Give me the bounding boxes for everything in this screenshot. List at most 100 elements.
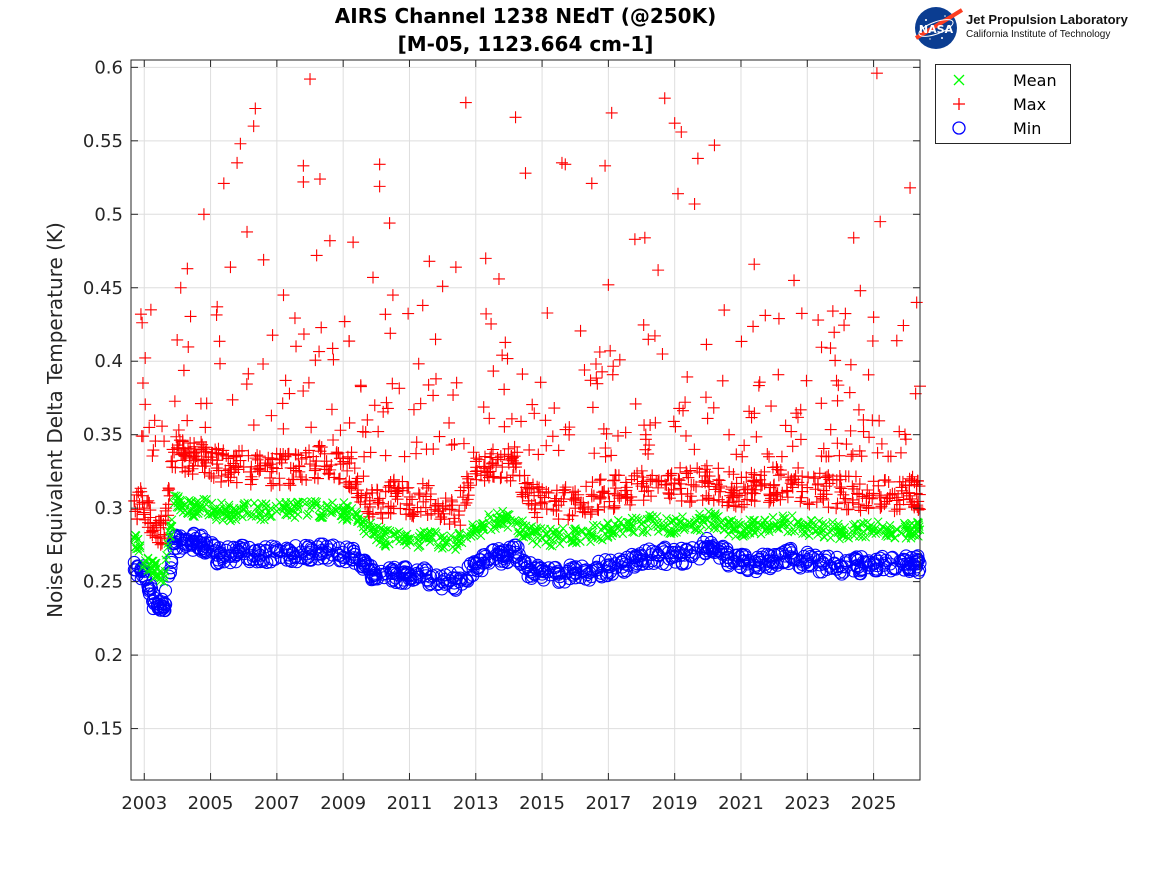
data-point-max bbox=[557, 484, 570, 497]
data-point-max bbox=[159, 514, 172, 527]
outlier-max bbox=[402, 307, 415, 320]
data-point-mean bbox=[165, 532, 175, 542]
outlier-max bbox=[384, 327, 397, 340]
data-point-max bbox=[333, 472, 346, 485]
outlier-max bbox=[414, 397, 427, 410]
outlier-max bbox=[649, 416, 662, 429]
x-tick-label: 2023 bbox=[784, 793, 830, 814]
outlier-max bbox=[137, 430, 150, 443]
data-point-max bbox=[635, 464, 648, 477]
outlier-max bbox=[467, 446, 480, 459]
data-point-max bbox=[228, 466, 241, 479]
data-point-max bbox=[673, 474, 686, 487]
data-point-max bbox=[304, 458, 317, 471]
data-point-max bbox=[619, 476, 632, 489]
data-point-max bbox=[143, 496, 156, 509]
data-point-max bbox=[460, 496, 473, 509]
data-point-min bbox=[706, 539, 720, 553]
data-point-mean bbox=[457, 538, 467, 548]
outlier-max bbox=[485, 317, 498, 330]
data-point-max bbox=[315, 441, 328, 454]
outlier-max bbox=[420, 443, 433, 456]
outlier-max bbox=[181, 414, 194, 427]
outlier-max bbox=[523, 443, 536, 456]
data-point-max bbox=[294, 471, 307, 484]
x-tick-label: 2009 bbox=[320, 793, 366, 814]
outlier-max bbox=[540, 439, 553, 452]
data-point-max bbox=[572, 488, 585, 501]
data-point-max bbox=[300, 451, 313, 464]
outlier-max bbox=[828, 326, 841, 339]
outlier-max bbox=[380, 396, 393, 409]
data-point-min bbox=[808, 548, 822, 562]
data-point-max bbox=[162, 482, 175, 495]
outlier-max bbox=[313, 173, 326, 186]
data-point-min bbox=[685, 550, 699, 564]
data-point-min bbox=[569, 560, 583, 574]
outlier-max bbox=[315, 321, 328, 334]
outlier-max bbox=[528, 407, 541, 420]
outlier-max bbox=[815, 450, 828, 463]
data-point-mean bbox=[588, 520, 598, 530]
outlier-max bbox=[854, 284, 867, 297]
data-point-mean bbox=[625, 523, 635, 533]
outlier-max bbox=[791, 411, 804, 424]
outlier-max bbox=[479, 252, 492, 265]
data-point-max bbox=[323, 468, 336, 481]
outlier-max bbox=[820, 450, 833, 463]
data-point-max bbox=[851, 487, 864, 500]
data-point-mean bbox=[819, 525, 829, 535]
data-point-min bbox=[366, 569, 380, 583]
outlier-max bbox=[716, 374, 729, 387]
data-point-mean bbox=[217, 498, 226, 508]
data-point-mean bbox=[747, 520, 756, 530]
data-point-max bbox=[890, 494, 903, 507]
data-point-mean bbox=[808, 524, 818, 533]
data-point-max bbox=[485, 447, 498, 460]
data-point-mean bbox=[479, 522, 488, 531]
data-point-min bbox=[364, 559, 378, 573]
outlier-max bbox=[139, 351, 152, 364]
data-point-mean bbox=[813, 530, 823, 539]
data-point-mean bbox=[905, 520, 914, 530]
outlier-max bbox=[738, 439, 751, 452]
data-point-max bbox=[866, 492, 879, 505]
data-point-min bbox=[885, 550, 899, 564]
outlier-max bbox=[794, 403, 807, 416]
data-point-mean bbox=[857, 532, 867, 542]
data-point-mean bbox=[578, 526, 588, 536]
outlier-max bbox=[379, 308, 392, 321]
data-point-min bbox=[870, 559, 884, 573]
outlier-max bbox=[831, 394, 844, 407]
data-point-max bbox=[437, 507, 450, 520]
outlier-max bbox=[492, 272, 505, 285]
data-point-mean bbox=[807, 516, 816, 525]
outlier-max bbox=[277, 422, 290, 435]
outlier-max bbox=[297, 384, 310, 397]
outlier-max bbox=[589, 358, 602, 371]
data-point-max bbox=[696, 494, 709, 507]
outlier-max bbox=[867, 311, 880, 324]
outlier-max bbox=[552, 444, 565, 457]
data-point-min bbox=[837, 565, 851, 579]
plot-area bbox=[131, 60, 920, 780]
data-point-mean bbox=[426, 528, 436, 538]
caltech-name: California Institute of Technology bbox=[966, 29, 1111, 40]
outlier-max bbox=[494, 450, 507, 463]
data-point-min bbox=[537, 573, 551, 587]
data-point-max bbox=[443, 518, 456, 531]
data-point-mean bbox=[293, 497, 302, 507]
outlier-max bbox=[338, 315, 351, 328]
legend-label-max: Max bbox=[1013, 95, 1047, 114]
data-point-min bbox=[159, 597, 173, 611]
legend-label-mean: Mean bbox=[1013, 71, 1057, 90]
data-point-max bbox=[880, 495, 893, 508]
outlier-max bbox=[613, 353, 626, 366]
data-point-min bbox=[424, 570, 438, 584]
data-point-max bbox=[652, 474, 665, 487]
series-mean bbox=[129, 491, 925, 587]
data-point-max bbox=[461, 476, 474, 489]
data-point-min bbox=[233, 540, 247, 554]
outlier-max bbox=[667, 415, 680, 428]
data-point-max bbox=[526, 478, 539, 491]
